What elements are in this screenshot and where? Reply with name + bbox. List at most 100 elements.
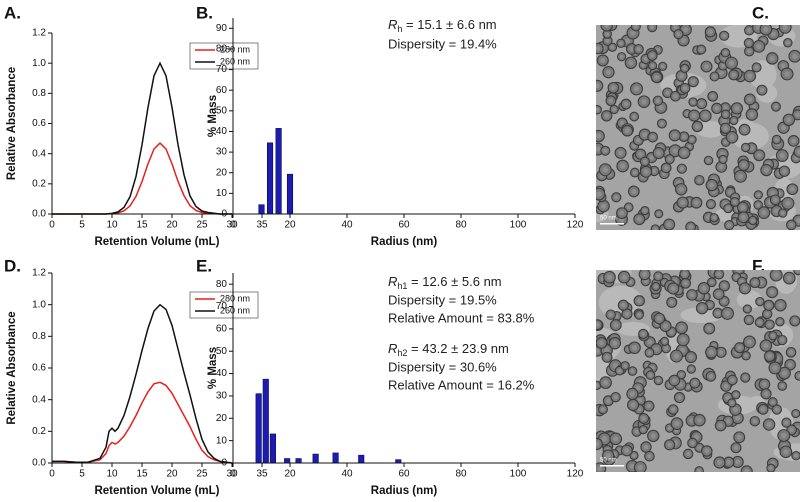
particle-core [780, 211, 785, 215]
particle-core [600, 407, 605, 412]
particle-core [596, 46, 601, 51]
particle-core [729, 134, 735, 140]
x-tick-label: 25 [196, 469, 208, 480]
particle-core [796, 218, 800, 224]
particle-core [757, 320, 762, 325]
particle-core [747, 97, 753, 102]
x-axis-title: Radius (nm) [371, 485, 438, 497]
particle-core [691, 100, 696, 104]
particle-core [792, 53, 798, 59]
particle-core [665, 90, 670, 95]
y-tick-label: 50 [216, 346, 228, 357]
particle-core [602, 167, 608, 173]
particle-core [697, 445, 702, 450]
scale-bar [600, 465, 624, 467]
particle-core [708, 29, 713, 35]
x-tick-label: 5 [79, 469, 85, 480]
bar [286, 173, 294, 215]
particle-core [735, 270, 741, 273]
particle-core [726, 206, 731, 211]
x-tick-label: 80 [455, 220, 467, 231]
particle-core [596, 146, 601, 152]
particle-core [761, 210, 767, 216]
particle-core [650, 53, 655, 58]
particle-core [650, 63, 655, 68]
x-tick-label: 60 [398, 469, 410, 480]
particle-core [699, 101, 704, 106]
particle-core [733, 219, 737, 224]
particle-core [786, 117, 792, 123]
particle-core [692, 380, 698, 386]
particle-core [606, 274, 613, 280]
particle-core [745, 307, 750, 311]
y-tick-label: 0.4 [32, 394, 46, 405]
particle-core [740, 205, 746, 210]
x-tick-label: 30 [226, 220, 238, 231]
particle-core [737, 345, 742, 350]
y-tick-label: 60 [216, 85, 228, 96]
particle-core [600, 57, 606, 63]
x-tick-label: 60 [398, 220, 410, 231]
particle-core [614, 195, 619, 200]
particle-core [735, 459, 741, 465]
particle-core [641, 427, 646, 432]
particle-core [652, 168, 657, 174]
particle-core [773, 272, 779, 278]
particle-core [699, 305, 705, 311]
particle-core [655, 47, 660, 52]
particle-core [734, 105, 740, 111]
particle-core [663, 323, 668, 329]
annotation-subscript: h2 [397, 348, 407, 358]
particle-core [630, 402, 636, 408]
y-tick-label: 1.0 [32, 58, 46, 69]
particle-core [642, 159, 647, 164]
particle-core [714, 106, 720, 111]
particle-core [769, 289, 775, 295]
particle-core [784, 420, 789, 425]
particle-core [773, 197, 778, 202]
y-axis-title: Relative Absorbance [6, 67, 18, 180]
particle-core [725, 395, 731, 401]
particle-core [767, 322, 772, 327]
particle-core [671, 407, 676, 412]
particle-core [631, 189, 637, 194]
particle-core [688, 354, 694, 360]
particle-core [605, 453, 611, 459]
particle-core [621, 302, 626, 308]
scale-bar-label: 50 nm [600, 458, 617, 464]
particle-core [673, 353, 680, 359]
y-tick-label: 0.6 [32, 363, 46, 374]
particle-core [666, 222, 672, 227]
x-tick-label: 40 [341, 469, 353, 480]
annotation-text: = 15.1 ± 6.6 nm [402, 17, 496, 32]
y-axis-title: % Mass [207, 347, 219, 389]
particle-core [671, 378, 677, 383]
particle-core [697, 178, 702, 183]
particle-core [688, 224, 693, 230]
particle-core [618, 150, 624, 156]
particle-core [721, 118, 727, 124]
particle-core [794, 453, 798, 458]
x-tick-label: 25 [196, 220, 208, 231]
particle-core [686, 451, 691, 456]
particle-core [762, 381, 767, 387]
particle-core [728, 60, 735, 66]
particle-core [734, 275, 739, 280]
x-axis-title: Retention Volume (mL) [94, 485, 219, 497]
x-tick-label: 35 [256, 469, 268, 480]
particle-core [612, 107, 616, 112]
particle-core [641, 331, 646, 337]
particle-core [600, 203, 607, 209]
particle-core [619, 120, 625, 126]
annotation-subscript: h [397, 24, 402, 34]
particle-core [709, 280, 714, 285]
annotation: Rh2 = 43.2 ± 23.9 nm [388, 341, 509, 358]
x-tick-label: 100 [510, 469, 527, 480]
particle-core [718, 164, 724, 170]
particle-core [605, 69, 612, 75]
particle-core [783, 449, 789, 455]
particle-core [650, 134, 655, 140]
annotation: Rh = 15.1 ± 6.6 nm [388, 17, 497, 34]
particle-core [752, 280, 758, 285]
particle-core [725, 418, 731, 424]
